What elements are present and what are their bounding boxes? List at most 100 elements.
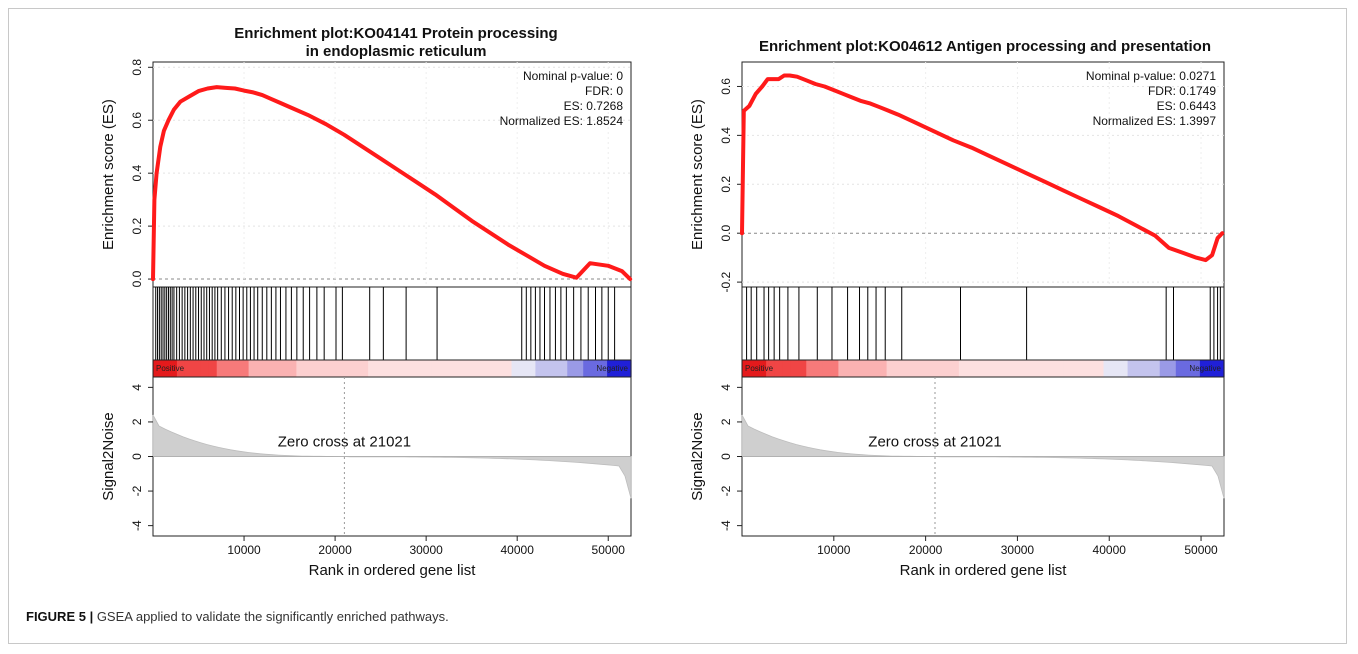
- heat-bar-segment: [192, 360, 202, 377]
- x-tick-label: 50000: [1184, 543, 1218, 557]
- heat-bar-segment: [399, 360, 409, 377]
- heat-bar-segment: [766, 360, 775, 377]
- heat-bar-segment: [862, 360, 872, 377]
- heat-positive-label: Positive: [745, 364, 774, 373]
- es-curve: [151, 85, 633, 282]
- heat-bar-segment: [1183, 360, 1193, 377]
- x-tick-label: 20000: [909, 543, 943, 557]
- x-tick-label: 30000: [409, 543, 443, 557]
- s2n-y-tick-label: -2: [130, 485, 144, 496]
- heat-bar-segment: [950, 360, 960, 377]
- heat-bar-segment: [910, 360, 920, 377]
- heat-bar-segment: [352, 360, 361, 377]
- zero-cross-label: Zero cross at 21021: [278, 434, 411, 451]
- heat-bar-segment: [288, 360, 297, 377]
- heat-bar-segment: [1175, 360, 1185, 377]
- s2n-y-tick-label: -2: [719, 485, 733, 496]
- heat-bar-segment: [216, 360, 226, 377]
- heat-bar-segment: [439, 360, 449, 377]
- es-y-tick-label: 0.0: [719, 225, 733, 242]
- heat-bar-segment: [870, 360, 880, 377]
- s2n-y-tick-label: 0: [130, 453, 144, 460]
- heat-bar-segment: [958, 360, 968, 377]
- heat-bar-segment: [312, 360, 321, 377]
- heat-bar-segment: [407, 360, 417, 377]
- heat-bar-segment: [1207, 360, 1217, 377]
- enrichment-plot-right: Enrichment plot:KO04612 Antigen processi…: [689, 38, 1225, 579]
- heat-bar-segment: [758, 360, 767, 377]
- heat-bar-segment: [304, 360, 313, 377]
- heat-bar-segment: [926, 360, 936, 377]
- x-axis-label: Rank in ordered gene list: [309, 562, 477, 579]
- chart-title: Enrichment plot:KO04612 Antigen processi…: [759, 38, 1211, 55]
- heat-bar-segment: [1215, 360, 1225, 377]
- heat-bar-segment: [503, 360, 513, 377]
- s2n-y-axis-label: Signal2Noise: [689, 412, 706, 500]
- heat-bar-segment: [806, 360, 815, 377]
- heat-bar-segment: [376, 360, 385, 377]
- x-tick-label: 50000: [592, 543, 626, 557]
- heat-bar-segment: [1119, 360, 1129, 377]
- heat-bar-segment: [511, 360, 521, 377]
- stat-line: ES: 0.6443: [1157, 99, 1217, 113]
- heat-bar-segment: [535, 360, 544, 377]
- figure-caption: FIGURE 5 | GSEA applied to validate the …: [26, 609, 449, 624]
- caption-label: FIGURE 5 |: [26, 609, 94, 624]
- heat-bar-segment: [983, 360, 992, 377]
- heat-bar-segment: [415, 360, 425, 377]
- x-tick-label: 40000: [1093, 543, 1127, 557]
- heat-bar-segment: [902, 360, 912, 377]
- stat-line: FDR: 0: [585, 84, 623, 98]
- es-curve: [740, 73, 1225, 263]
- heat-bar-segment: [1047, 360, 1056, 377]
- heat-bar-segment: [830, 360, 839, 377]
- heat-bar-segment: [208, 360, 218, 377]
- heat-positive-label: Positive: [156, 364, 185, 373]
- s2n-y-tick-label: 4: [130, 384, 144, 391]
- es-y-tick-label: 0.6: [719, 78, 733, 95]
- heat-bar-segment: [846, 360, 856, 377]
- enrichment-plot-left: Enrichment plot:KO04141 Protein processi…: [100, 25, 633, 579]
- heat-bar-segment: [1127, 360, 1137, 377]
- x-tick-label: 40000: [501, 543, 535, 557]
- s2n-y-tick-label: 0: [719, 453, 733, 460]
- heat-bar-segment: [1015, 360, 1024, 377]
- heat-bar-segment: [1167, 360, 1177, 377]
- heat-bar-segment: [814, 360, 823, 377]
- chart-title-line2: in endoplasmic reticulum: [306, 43, 487, 60]
- heat-bar-segment: [1087, 360, 1097, 377]
- heat-bar-segment: [1095, 360, 1105, 377]
- heat-bar-segment: [543, 360, 552, 377]
- heat-bar-segment: [447, 360, 457, 377]
- heat-bar-segment: [160, 360, 170, 377]
- heat-bar-segment: [894, 360, 904, 377]
- heat-bar-segment: [384, 360, 393, 377]
- heat-bar-segment: [750, 360, 759, 377]
- figure-frame: [8, 8, 1347, 644]
- es-y-tick-label: 0.2: [130, 217, 144, 234]
- heat-bar-segment: [256, 360, 266, 377]
- heat-bar-segment: [559, 360, 568, 377]
- heat-negative-label: Negative: [1189, 364, 1221, 373]
- heat-bar-segment: [1159, 360, 1169, 377]
- heat-bar-segment: [782, 360, 791, 377]
- heat-bar-segment: [1079, 360, 1089, 377]
- heat-bar-segment: [495, 360, 505, 377]
- heat-bar-segment: [232, 360, 242, 377]
- heat-bar-segment: [583, 360, 592, 377]
- x-tick-label: 20000: [318, 543, 352, 557]
- s2n-y-tick-label: -4: [719, 520, 733, 531]
- heat-bar-segment: [623, 360, 632, 377]
- heat-bar-segment: [838, 360, 848, 377]
- chart-title-line1: Enrichment plot:KO04141 Protein processi…: [234, 25, 557, 42]
- s2n-y-tick-label: -4: [130, 520, 144, 531]
- x-tick-label: 10000: [817, 543, 851, 557]
- heat-bar-segment: [320, 360, 329, 377]
- heat-bar-segment: [886, 360, 896, 377]
- heat-bar-segment: [1191, 360, 1201, 377]
- heat-bar-segment: [479, 360, 489, 377]
- heat-bar-segment: [431, 360, 441, 377]
- heat-bar-segment: [742, 360, 751, 377]
- heat-bar-segment: [551, 360, 560, 377]
- heat-bar-segment: [153, 360, 162, 377]
